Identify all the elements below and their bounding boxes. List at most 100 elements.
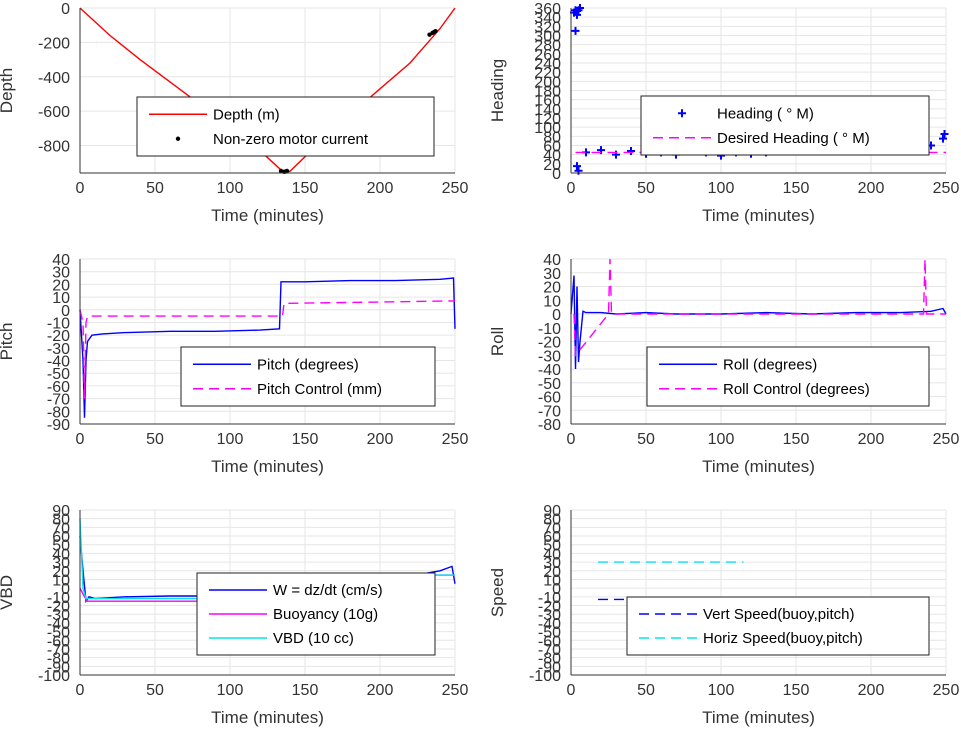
chart-pitch: 0 50 100 150 200 250403020100-10-20-30-40-50-…	[0, 252, 468, 476]
x-tick-label: 100	[217, 180, 244, 197]
legend-box	[646, 346, 930, 407]
legend-label: Non-zero motor current	[213, 131, 369, 148]
x-tick-label: 100	[217, 682, 244, 699]
chart-heading: 0 50 100 150 200 2500204060801001201401601802…	[488, 1, 959, 225]
chart-roll: 0 50 100 150 200 250403020100-10-20-30-40-50-…	[488, 252, 959, 476]
y-axis-label: Depth	[0, 68, 16, 113]
y-tick-label: 320	[534, 19, 561, 36]
y-tick-label: 90	[543, 503, 561, 520]
y-tick-label: -30	[47, 341, 70, 358]
x-tick-label: 100	[708, 431, 735, 448]
y-tick-label: 0	[552, 581, 561, 598]
x-tick-label: 250	[442, 431, 469, 448]
y-tick-label: 40	[543, 546, 561, 563]
y-tick-label: 30	[543, 555, 561, 572]
y-tick-label: 340	[534, 10, 561, 27]
y-tick-label: 0	[61, 303, 70, 320]
y-tick-label: 20	[543, 157, 561, 174]
y-tick-label: 0	[552, 166, 561, 183]
legend: Heading ( ° M) Desired Heading ( ° M)	[640, 95, 930, 156]
legend-swatch	[678, 109, 686, 118]
y-tick-label: -80	[47, 404, 70, 421]
y-tick-label: 100	[534, 120, 561, 137]
y-tick-label: -20	[538, 599, 561, 616]
y-tick-label: -20	[538, 335, 561, 352]
y-tick-label: -60	[47, 633, 70, 650]
series-pitch-pitch-control-mm	[79, 300, 456, 399]
data-point	[939, 134, 947, 143]
data-point	[627, 147, 635, 155]
y-tick-label: 80	[52, 512, 70, 529]
x-tick-label: 0	[76, 431, 85, 448]
x-tick-label: 200	[367, 431, 394, 448]
y-tick-label: 10	[52, 572, 70, 589]
data-point	[940, 130, 949, 139]
y-tick-label: -600	[38, 104, 70, 121]
x-axis-label: Time (minutes)	[211, 457, 324, 476]
y-tick-label: -50	[538, 376, 561, 393]
x-tick-label: 0	[76, 682, 85, 699]
y-tick-label: 60	[543, 529, 561, 546]
legend-box	[180, 346, 436, 407]
y-tick-label: 30	[52, 265, 70, 282]
x-tick-label: 100	[708, 682, 735, 699]
y-axis-label: Pitch	[0, 323, 16, 361]
y-tick-label: -10	[47, 590, 70, 607]
y-tick-label: 0	[552, 307, 561, 324]
x-tick-label: 200	[367, 682, 394, 699]
x-tick-label: 200	[858, 431, 885, 448]
x-tick-label: 0	[567, 431, 576, 448]
y-axis-label: Speed	[488, 568, 507, 617]
data-point	[433, 29, 438, 34]
chart-vbd: 0 50 100 150 200 2509080706050403020100-10-20…	[0, 503, 468, 727]
y-tick-label: -90	[538, 659, 561, 676]
y-tick-label: 0	[61, 581, 70, 598]
x-tick-label: 150	[292, 682, 319, 699]
y-tick-label: -70	[47, 642, 70, 659]
y-tick-label: -100	[529, 668, 561, 685]
chart-speed: 0 50 100 150 200 2509080706050403020100-10-20…	[488, 503, 959, 727]
y-tick-label: -30	[538, 607, 561, 624]
legend: Vert Speed(buoy,pitch) Horiz Speed(buoy,p…	[626, 596, 930, 656]
x-tick-label: 250	[442, 180, 469, 197]
legend: Depth (m) Non-zero motor current	[136, 96, 435, 157]
y-tick-label: 60	[543, 139, 561, 156]
data-point	[284, 168, 290, 174]
y-tick-label: -40	[538, 616, 561, 633]
x-tick-label: 0	[567, 682, 576, 699]
y-tick-label: 10	[543, 293, 561, 310]
y-tick-label: -50	[47, 366, 70, 383]
series-roll-roll-control-degrees	[573, 258, 946, 358]
y-axis-label: VBD	[0, 575, 16, 610]
y-tick-label: -30	[47, 607, 70, 624]
y-tick-label: -200	[38, 35, 70, 52]
y-tick-label: 50	[543, 538, 561, 555]
x-axis-label: Time (minutes)	[702, 708, 815, 727]
legend: Pitch (degrees) Pitch Control (mm)	[180, 346, 436, 407]
y-tick-label: 60	[52, 529, 70, 546]
legend-label: W = dz/dt (cm/s)	[273, 582, 383, 599]
y-tick-label: 30	[543, 266, 561, 283]
x-tick-label: 200	[858, 180, 885, 197]
y-tick-label: -40	[538, 362, 561, 379]
legend-label: VBD (10 cc)	[273, 630, 354, 647]
legend-swatch	[175, 136, 181, 141]
y-tick-label: -60	[538, 633, 561, 650]
legend-box	[640, 95, 930, 156]
y-tick-label: -70	[47, 392, 70, 409]
y-tick-label: -20	[47, 599, 70, 616]
y-axis-label: Heading	[488, 59, 507, 122]
y-tick-label: 220	[534, 65, 561, 82]
y-tick-label: -800	[38, 139, 70, 156]
x-tick-label: 150	[292, 431, 319, 448]
x-axis-label: Time (minutes)	[702, 206, 815, 225]
x-tick-label: 150	[783, 682, 810, 699]
y-tick-label: 240	[534, 56, 561, 73]
x-tick-label: 150	[783, 180, 810, 197]
legend: Roll (degrees) Roll Control (degrees)	[646, 346, 930, 407]
y-tick-label: -70	[538, 642, 561, 659]
legend-label: Desired Heading ( ° M)	[717, 130, 870, 147]
y-tick-label: 200	[534, 74, 561, 91]
y-tick-label: 90	[52, 503, 70, 520]
